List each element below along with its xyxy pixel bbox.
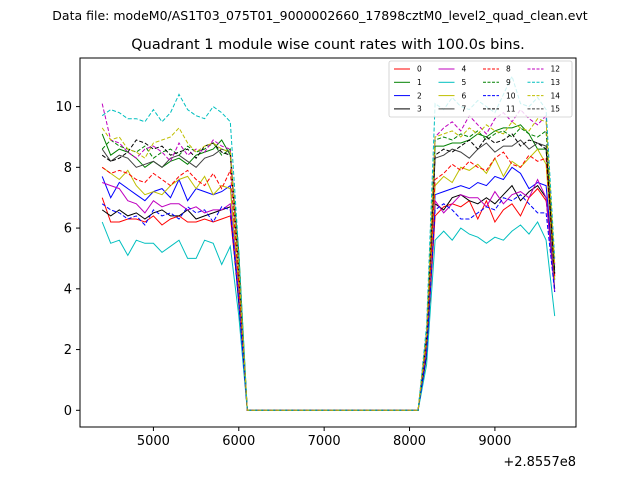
- axis-ticks: 5000 6000 7000 8000 9000 0 2 4 6 8 10: [55, 100, 511, 449]
- legend-box: [388, 60, 573, 118]
- figure-suptitle: Data file: modeM0/AS1T03_075T01_90000026…: [52, 8, 587, 23]
- x-tick-label: 8000: [393, 434, 426, 449]
- legend-label-0: 0: [417, 65, 422, 74]
- legend-label-2: 2: [417, 91, 422, 100]
- y-tick-label: 4: [64, 282, 72, 297]
- y-tick-label: 6: [64, 222, 72, 237]
- x-offset-label: +2.8557e8: [503, 455, 576, 470]
- chart-title: Quadrant 1 module wise count rates with …: [131, 37, 525, 53]
- legend-label-4: 4: [462, 65, 467, 74]
- legend-label-11: 11: [506, 105, 516, 114]
- y-tick-label: 0: [64, 404, 72, 419]
- x-tick-label: 5000: [137, 434, 170, 449]
- legend-label-7: 7: [462, 105, 467, 114]
- x-tick-label: 7000: [308, 434, 341, 449]
- y-tick-label: 2: [64, 343, 72, 358]
- legend-label-8: 8: [506, 65, 511, 74]
- legend-label-12: 12: [551, 65, 561, 74]
- legend-label-9: 9: [506, 78, 511, 87]
- y-tick-label: 10: [55, 100, 72, 115]
- legend-label-6: 6: [462, 91, 467, 100]
- y-tick-label: 8: [64, 161, 72, 176]
- axes-frame: [79, 57, 577, 428]
- legend-label-15: 15: [551, 105, 561, 114]
- series-13-line: [101, 74, 556, 411]
- legend-label-14: 14: [551, 91, 561, 100]
- legend-label-1: 1: [417, 78, 422, 87]
- legend-label-13: 13: [551, 78, 561, 87]
- series-14-line: [101, 118, 556, 411]
- plot-area: [101, 74, 556, 411]
- x-tick-label: 9000: [478, 434, 511, 449]
- x-tick-label: 6000: [222, 434, 255, 449]
- legend-label-10: 10: [506, 91, 516, 100]
- legend-label-3: 3: [417, 105, 422, 114]
- legend-label-5: 5: [462, 78, 467, 87]
